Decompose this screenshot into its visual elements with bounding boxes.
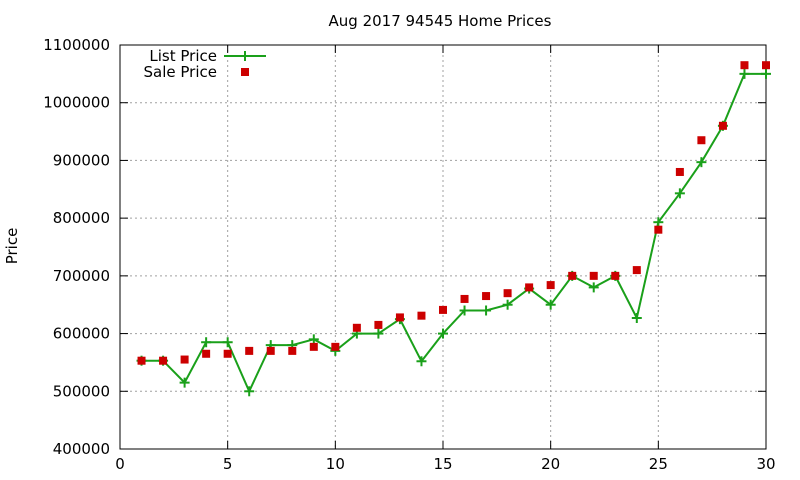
list-price-point [459,305,470,316]
list-price-point [222,337,233,348]
y-tick-label: 1100000 [43,36,110,54]
sale-price-point [223,349,232,358]
legend-swatches [224,51,266,76]
x-axis-ticks: 0 5 10 15 20 25 30 [115,45,776,473]
list-price-point [438,328,448,339]
list-price-point [201,337,212,348]
sale-price-point [460,294,469,303]
sale-price-point [331,342,340,351]
sale-price-point [395,313,404,322]
list-price-point [481,305,492,316]
x-tick-label: 20 [541,455,560,473]
sale-price-point [245,346,254,355]
series-line-list-price [141,72,766,394]
sale-price-point [675,167,684,176]
sale-price-point [589,271,598,280]
y-tick-label: 600000 [53,325,110,343]
series-layer [136,61,771,397]
sale-price-point [654,225,663,234]
list-price-point [739,68,750,79]
sale-price-point [180,355,189,364]
list-price-point [631,312,642,323]
legend-label-list-price: List Price [149,47,217,65]
legend-swatch-list-price-marker [240,51,250,61]
list-price-point [179,377,190,388]
sale-price-point [439,305,447,314]
grid [120,45,766,449]
sale-price-point [762,61,770,70]
sale-price-point [202,349,211,358]
list-price-point [588,282,599,293]
list-price-point [545,299,556,310]
y-tick-label: 800000 [53,209,110,227]
sale-price-point [159,356,168,365]
legend-swatch-sale-price [241,68,249,76]
sale-price-point [718,121,727,130]
list-price-point [502,299,513,310]
chart-title: Aug 2017 94545 Home Prices [329,12,552,30]
sale-price-point [740,61,749,70]
x-tick-label: 30 [756,455,775,473]
sale-price-point [632,266,641,275]
x-tick-label: 25 [649,455,668,473]
y-tick-label: 700000 [53,267,110,285]
x-tick-label: 10 [326,455,345,473]
sale-price-point [352,323,361,332]
list-price-point [416,356,427,367]
sale-price-point [503,289,512,298]
sale-price-point [374,320,383,329]
y-tick-label: 1000000 [43,94,110,112]
x-tick-label: 15 [433,455,452,473]
sale-price-point [568,271,577,280]
sale-price-point [288,346,297,355]
list-price-point [373,328,384,339]
y-axis-label: Price [3,228,21,265]
list-price-point [761,68,771,79]
x-tick-label: 5 [223,455,233,473]
y-tick-label: 900000 [53,151,110,169]
list-price-point [674,188,685,199]
legend: List Price Sale Price [144,47,266,81]
sale-price-point [482,292,491,301]
y-tick-label: 400000 [53,440,110,458]
legend-label-sale-price: Sale Price [144,63,217,81]
y-tick-label: 500000 [53,382,110,400]
list-price-point [308,334,319,345]
sale-price-point [546,281,555,290]
x-tick-label: 0 [115,455,125,473]
sale-price-point [417,311,426,320]
sale-price-point [266,346,275,355]
sale-price-point [525,283,534,292]
list-price-point [653,217,664,228]
sale-price-point [137,356,146,365]
list-price-point [696,157,707,168]
sale-price-point [697,136,706,145]
sale-price-point [611,271,620,280]
sale-price-point [309,342,318,351]
y-axis-ticks: 400000 500000 600000 700000 800000 900000 1000… [43,36,766,458]
list-price-point [244,386,255,397]
